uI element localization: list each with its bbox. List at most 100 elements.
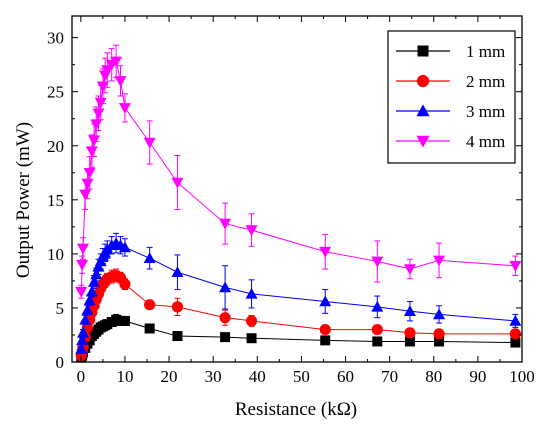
x-tick-label: 100: [509, 367, 535, 386]
data-point: [433, 255, 446, 267]
data-point: [433, 308, 446, 320]
data-point: [96, 81, 109, 93]
data-point: [510, 337, 521, 348]
x-tick-label: 90: [469, 367, 486, 386]
data-point: [144, 299, 156, 311]
data-point: [509, 328, 521, 340]
data-point: [118, 103, 131, 114]
data-point: [76, 259, 89, 271]
legend-marker: [416, 74, 430, 88]
legend-marker: [417, 45, 429, 57]
data-point: [220, 332, 231, 343]
data-point: [433, 328, 445, 340]
data-point: [92, 260, 105, 272]
legend-label: 2 mm: [466, 72, 505, 91]
data-point: [88, 135, 101, 147]
data-point: [245, 315, 258, 327]
data-point: [319, 323, 331, 336]
series-4: [75, 44, 522, 299]
legend-marker: [416, 135, 430, 148]
x-tick-label: 0: [77, 367, 86, 386]
data-point: [118, 241, 131, 253]
y-tick-label: 5: [56, 299, 65, 318]
x-tick-label: 30: [205, 367, 222, 386]
x-tick-label: 60: [337, 367, 354, 386]
data-point: [219, 312, 231, 324]
series-2: [75, 268, 521, 362]
data-point: [509, 260, 522, 272]
legend-label: 1 mm: [466, 42, 505, 61]
data-point: [434, 336, 445, 347]
data-point: [219, 218, 232, 230]
data-point: [85, 285, 98, 297]
tick-layer: 0 10 20 30 40 50 60 70 80 90 100 0 5 10 15 20 25 30: [47, 16, 535, 386]
data-point: [403, 264, 416, 276]
data-point: [90, 268, 103, 280]
data-point: [88, 275, 101, 287]
data-point: [144, 323, 155, 334]
data-point: [79, 189, 92, 201]
y-tick-label: 15: [47, 191, 64, 210]
series-1: [76, 313, 521, 363]
data-point: [81, 304, 94, 315]
data-point: [371, 300, 384, 312]
data-point: [219, 281, 232, 293]
data-point: [372, 336, 383, 347]
data-point: [245, 225, 258, 237]
data-point: [143, 137, 156, 149]
data-point: [94, 255, 107, 267]
data-point: [119, 315, 130, 326]
y-tick-label: 0: [56, 353, 65, 372]
data-point: [92, 108, 105, 120]
legend-label: 4 mm: [466, 132, 505, 151]
data-point: [246, 333, 257, 344]
data-point: [404, 336, 415, 347]
data-point: [171, 301, 184, 313]
y-tick-label: 20: [47, 137, 64, 156]
data-point: [114, 76, 127, 87]
data-point: [319, 246, 332, 258]
legend-marker: [416, 104, 430, 117]
y-tick-label: 30: [47, 29, 64, 48]
data-point: [171, 266, 184, 278]
data-point: [81, 178, 94, 190]
data-point: [76, 334, 89, 346]
data-point: [77, 243, 90, 255]
y-axis-title: Output Power (mW): [13, 122, 34, 278]
plot-border: [71, 15, 523, 363]
data-point: [320, 335, 331, 346]
data-point: [172, 331, 183, 342]
x-tick-label: 70: [381, 367, 398, 386]
data-point: [77, 326, 90, 338]
data-point: [75, 286, 88, 298]
data-point: [85, 146, 98, 158]
y-tick-label: 10: [47, 245, 64, 264]
legend-label: 3 mm: [466, 102, 505, 121]
x-tick-label: 50: [293, 367, 310, 386]
x-tick-label: 40: [249, 367, 266, 386]
data-point: [171, 177, 184, 189]
data-point: [509, 314, 522, 326]
data-point: [75, 343, 88, 354]
legend-box: [387, 30, 516, 164]
data-point: [119, 278, 131, 290]
data-point: [371, 256, 384, 268]
x-axis-title: Resistance (kΩ): [235, 399, 357, 420]
x-tick-label: 80: [425, 367, 442, 386]
x-tick-label: 10: [116, 367, 133, 386]
data-point: [90, 119, 103, 131]
data-point: [404, 327, 416, 339]
legend: 1 mm 2 mm 3 mm 4 mm: [387, 30, 516, 164]
data-point: [371, 323, 383, 336]
x-tick-label: 20: [161, 367, 178, 386]
data-point: [83, 167, 96, 179]
data-point: [143, 252, 156, 263]
data-point: [83, 294, 96, 306]
data-point: [79, 313, 92, 325]
y-tick-label: 25: [47, 83, 64, 102]
data-point: [403, 305, 416, 316]
data-point: [110, 56, 123, 68]
data-point: [319, 295, 332, 307]
